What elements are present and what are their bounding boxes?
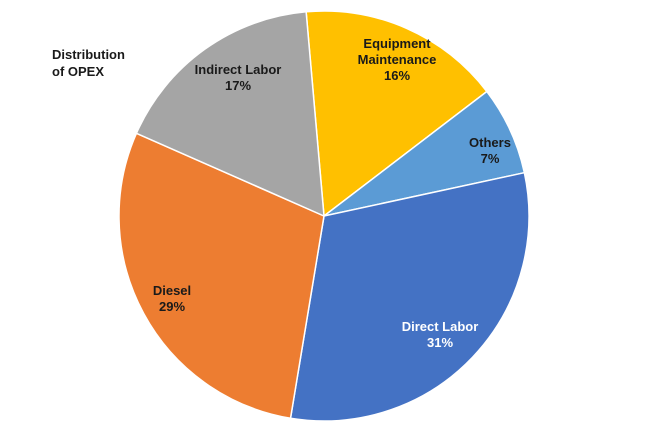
slices-layer — [118, 10, 530, 422]
slice-label-others: Others 7% — [469, 135, 511, 166]
slice-label-indirect-labor: Indirect Labor 17% — [195, 62, 282, 93]
slice-label-direct-labor: Direct Labor 31% — [402, 319, 479, 350]
slice-value-label: 17% — [225, 78, 251, 93]
slice-name-label: Diesel — [153, 283, 191, 298]
slice-name-label: Equipment — [363, 36, 431, 51]
slice-value-label: 29% — [159, 299, 185, 314]
pie-slice-diesel — [118, 132, 325, 419]
chart-title-line-1: Distribution — [52, 47, 125, 62]
labels-layer: Equipment Maintenance 16% Others 7% Direct La… — [153, 36, 511, 350]
slice-name-label: Maintenance — [358, 52, 437, 67]
slice-label-diesel: Diesel 29% — [153, 283, 191, 314]
slice-name-label: Direct Labor — [402, 319, 479, 334]
pie-slice-indirect-labor — [135, 11, 325, 217]
pie-slice-direct-labor — [289, 171, 530, 422]
slice-name-label: Others — [469, 135, 511, 150]
slice-label-equipment-maintenance: Equipment Maintenance 16% — [358, 36, 437, 83]
slice-value-label: 16% — [384, 68, 410, 83]
slice-value-label: 7% — [481, 151, 500, 166]
pie-slice-equipment-maintenance — [305, 10, 488, 217]
slice-value-label: 31% — [427, 335, 453, 350]
chart-title-line-2: of OPEX — [52, 64, 105, 79]
chart-title: Distribution of OPEX — [52, 46, 125, 80]
slice-name-label: Indirect Labor — [195, 62, 282, 77]
